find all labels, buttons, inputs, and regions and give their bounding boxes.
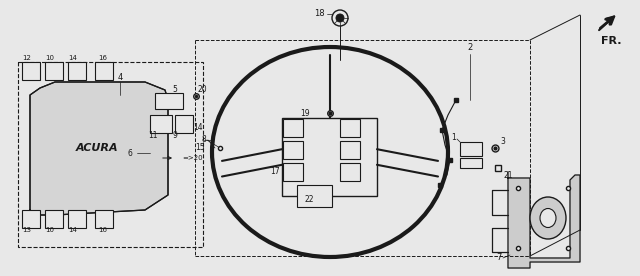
Bar — [340, 163, 360, 181]
Text: 18: 18 — [314, 9, 325, 18]
Text: 14: 14 — [68, 227, 77, 233]
Bar — [18, 62, 203, 247]
Bar — [22, 210, 40, 228]
Bar — [45, 62, 63, 80]
Text: 12: 12 — [22, 55, 31, 61]
Text: 16: 16 — [98, 227, 107, 233]
Bar — [460, 158, 482, 168]
Bar — [175, 115, 193, 133]
Bar — [22, 62, 40, 80]
Ellipse shape — [332, 10, 348, 26]
Text: 14: 14 — [68, 55, 77, 61]
Bar — [45, 210, 63, 228]
Text: 15: 15 — [195, 144, 205, 153]
Text: 4: 4 — [117, 73, 123, 83]
Text: 14: 14 — [193, 123, 203, 131]
Bar — [150, 115, 172, 133]
Text: 2: 2 — [467, 44, 472, 52]
Text: 10: 10 — [45, 55, 54, 61]
Bar — [283, 141, 303, 159]
Bar — [297, 185, 332, 207]
Text: 16: 16 — [98, 55, 107, 61]
Bar — [283, 163, 303, 181]
Text: 3: 3 — [500, 137, 505, 147]
Text: 9: 9 — [173, 131, 177, 140]
Bar — [68, 62, 86, 80]
Bar — [68, 210, 86, 228]
Text: 6: 6 — [127, 148, 132, 158]
Bar — [155, 93, 183, 109]
Text: 21: 21 — [503, 171, 513, 179]
Text: 10: 10 — [45, 227, 54, 233]
Polygon shape — [508, 172, 580, 268]
Bar — [95, 210, 113, 228]
Text: 5: 5 — [172, 86, 177, 94]
Bar — [283, 119, 303, 137]
Text: 11: 11 — [148, 131, 157, 140]
Bar — [282, 118, 377, 196]
Text: 1: 1 — [451, 134, 456, 142]
Bar — [340, 141, 360, 159]
Ellipse shape — [540, 208, 556, 227]
Text: 19: 19 — [300, 108, 310, 118]
Text: =>20: =>20 — [182, 155, 203, 161]
Text: 13: 13 — [22, 227, 31, 233]
Text: 20: 20 — [197, 86, 207, 94]
Ellipse shape — [336, 14, 344, 22]
Polygon shape — [30, 82, 168, 215]
Text: 8: 8 — [202, 136, 206, 145]
Text: FR.: FR. — [601, 36, 621, 46]
Bar — [460, 142, 482, 156]
Ellipse shape — [530, 197, 566, 239]
Text: 22: 22 — [304, 195, 314, 205]
Text: 7: 7 — [497, 253, 502, 262]
Bar — [95, 62, 113, 80]
Text: ACURA: ACURA — [76, 143, 118, 153]
Bar — [340, 119, 360, 137]
Text: 17: 17 — [270, 168, 280, 176]
